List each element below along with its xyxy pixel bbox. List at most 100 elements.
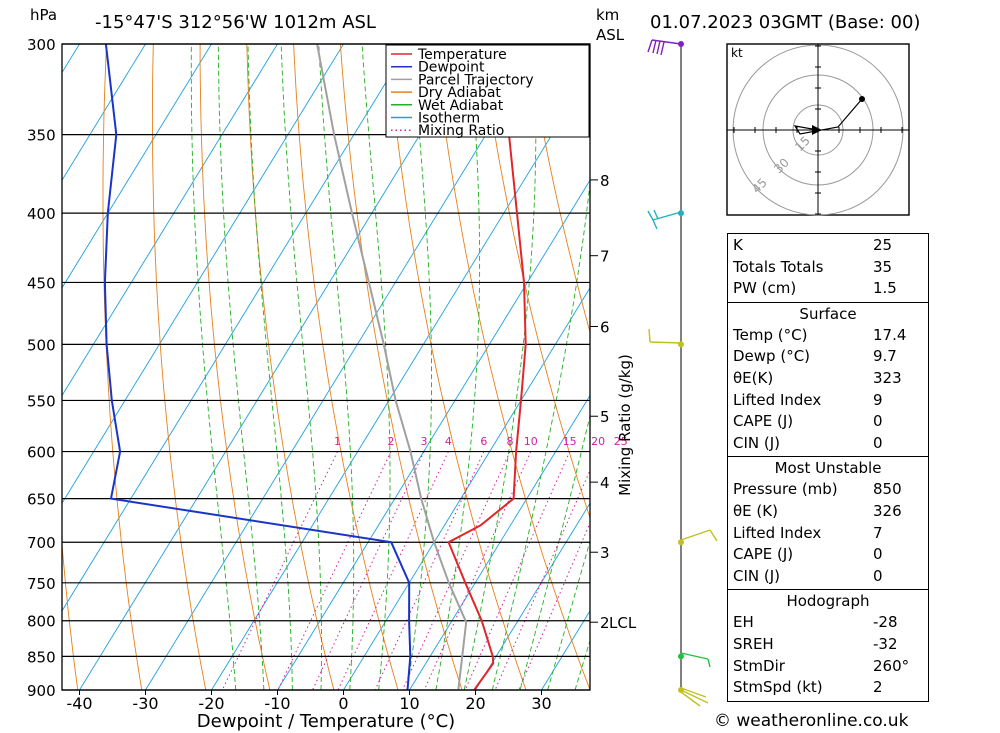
most-unstable-index-row: θE (K) 326 [728, 501, 928, 523]
wind-barb-dot [678, 341, 684, 348]
mixing-ratio-value-label: 2 [387, 435, 394, 448]
pressure-label: 900 [27, 682, 56, 700]
x-axis-label: Dewpoint / Temperature (°C) [197, 711, 455, 732]
wind-barb [647, 209, 682, 230]
wet-adiabat-line [491, 179, 590, 690]
pressure-label: 400 [27, 205, 56, 223]
wind-barb [680, 687, 709, 707]
wind-barb-dot [678, 539, 684, 546]
asl-unit-label: ASL [596, 26, 625, 44]
wet-adiabat-line [190, 44, 237, 690]
pressure-label: 800 [27, 613, 56, 631]
isotherm-line [62, 44, 410, 612]
surface-index-row: Temp (°C) 17.4 [728, 325, 928, 347]
most-unstable-index-row: Pressure (mb) 850 [728, 479, 928, 501]
mixing-ratio-labels: 1 2 3 4 6 8 10 15 20 25 [334, 435, 628, 448]
isotherm-line [79, 44, 476, 690]
x-tick-label: 30 [531, 694, 551, 713]
wind-barb [648, 328, 682, 344]
pressure-label: 500 [27, 336, 56, 354]
mixing-ratio-value-label: 4 [445, 435, 452, 448]
index-value: 260° [873, 656, 910, 675]
index-value: 2 [873, 678, 883, 697]
isotherm-line [62, 44, 278, 397]
index-label: CAPE (J) [733, 412, 794, 431]
dry-adiabat-line [996, 44, 1000, 690]
pressure-label: 350 [27, 127, 56, 145]
index-value: 9 [873, 390, 883, 409]
most-unstable-section: Most Unstable Pressure (mb) 850 θE (K) 326 L… [728, 456, 928, 589]
pressure-label: 450 [27, 274, 56, 292]
hodograph-end-point [859, 96, 865, 102]
index-value: 7 [873, 523, 883, 542]
index-label: Pressure (mb) [733, 480, 838, 499]
index-value: 0 [873, 545, 883, 564]
isotherm-line [62, 44, 146, 182]
general-index-row: Totals Totals 35 [728, 257, 928, 279]
index-label: EH [733, 613, 754, 632]
most-unstable-index-row: CAPE (J) 0 [728, 544, 928, 566]
dry-adiabat-line [386, 44, 527, 690]
surface-index-row: CAPE (J) 0 [728, 411, 928, 433]
mixing-ratio-line [494, 469, 590, 690]
index-label: CAPE (J) [733, 545, 794, 564]
index-value: 323 [873, 368, 902, 387]
mixing-ratio-value-label: 15 [563, 435, 577, 448]
km-unit-label: km [596, 6, 619, 24]
hodograph-index-row: StmSpd (kt) 2 [728, 677, 928, 699]
wet-adiabat-line [463, 44, 537, 690]
pressure-label: 600 [27, 444, 56, 462]
surface-title: Surface [799, 304, 857, 323]
datetime-title: 01.07.2023 03GMT (Base: 00) [650, 12, 920, 33]
index-value: 0 [873, 566, 883, 585]
index-label: Totals Totals [733, 257, 824, 276]
index-label: Lifted Index [733, 523, 822, 542]
dry-adiabat-line [151, 44, 207, 690]
altitude-label: 8 [600, 172, 610, 190]
x-tick-label: -30 [132, 694, 158, 713]
pressure-label: 850 [27, 648, 56, 666]
wind-barb-dot [678, 210, 684, 217]
most-unstable-index-row: CIN (J) 0 [728, 566, 928, 588]
general-indices: K 25 Totals Totals 35 PW (cm) 1.5 [728, 234, 928, 302]
lcl-label: LCL [609, 614, 637, 632]
mixing-ratio-line [221, 451, 338, 690]
most-unstable-index-row: Lifted Index 7 [728, 523, 928, 545]
isotherm-line [343, 287, 590, 690]
surface-section: Surface Temp (°C) 17.4 Dewp (°C) 9.7 θE(K) 32… [728, 301, 928, 457]
dry-adiabat-line [293, 44, 399, 690]
mixing-ratio-value-label: 1 [334, 435, 341, 448]
surface-index-row: Dewp (°C) 9.7 [728, 346, 928, 368]
pressure-label: 650 [27, 491, 56, 509]
legend-entry: Temperature [417, 47, 507, 63]
wet-adiabat-line [406, 44, 433, 690]
mixing-ratio-line [277, 451, 392, 690]
series-parcel-trajectory [316, 44, 468, 690]
wind-barb [680, 652, 711, 668]
index-value: 17.4 [873, 325, 907, 344]
plot-frame [61, 43, 591, 691]
legend-entry: Dry Adiabat [418, 85, 501, 101]
x-tick-label: -20 [198, 694, 224, 713]
series-dewpoint [103, 44, 412, 690]
storm-motion-marker [812, 125, 822, 135]
index-label: Lifted Index [733, 390, 822, 409]
wind-barb-profile [647, 39, 718, 707]
wet-adiabat-line [361, 44, 391, 690]
sounding-series [103, 44, 527, 690]
most-unstable-title: Most Unstable [774, 459, 882, 478]
x-tick-label: 20 [465, 694, 485, 713]
x-tick-label: -10 [264, 694, 290, 713]
index-label: Temp (°C) [733, 325, 808, 344]
index-label: CIN (J) [733, 433, 781, 452]
altitude-label: 4 [600, 474, 610, 492]
indices-panel: K 25 Totals Totals 35 PW (cm) 1.5 Surface Tem… [727, 233, 929, 702]
altitude-axis: 8 7 6 5 4 3 2 LCL [590, 172, 637, 632]
index-label: StmSpd (kt) [733, 678, 823, 697]
isotherm-line [277, 179, 590, 690]
index-value: 35 [873, 257, 893, 276]
dry-adiabat-line [433, 44, 590, 690]
surface-index-row: θE(K) 323 [728, 368, 928, 390]
